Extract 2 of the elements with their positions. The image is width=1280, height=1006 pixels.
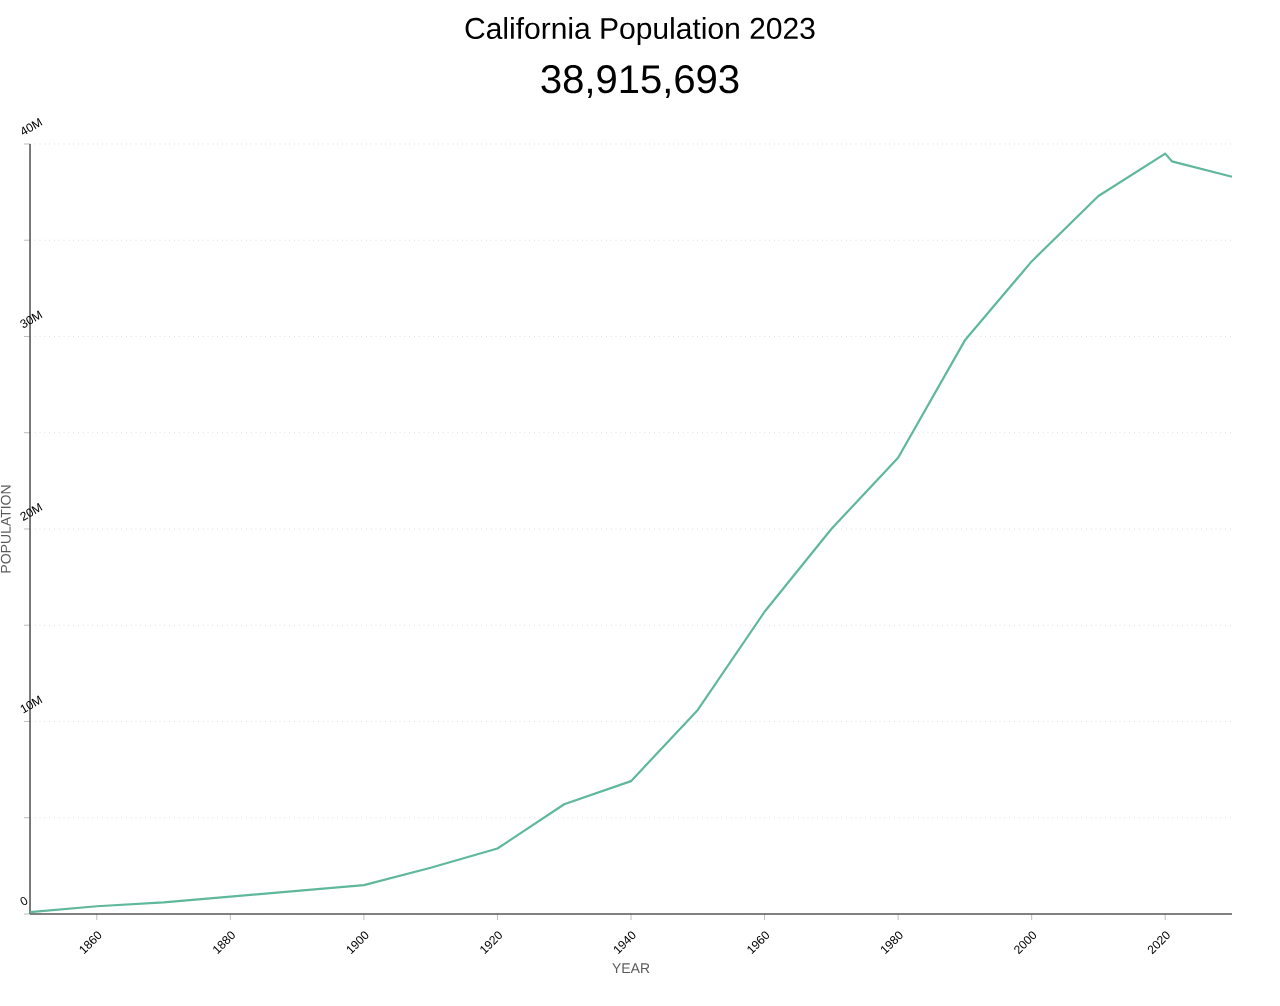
chart-title: California Population 2023 — [465, 17, 815, 45]
chart-subtitle: 38,915,693 — [541, 65, 739, 99]
